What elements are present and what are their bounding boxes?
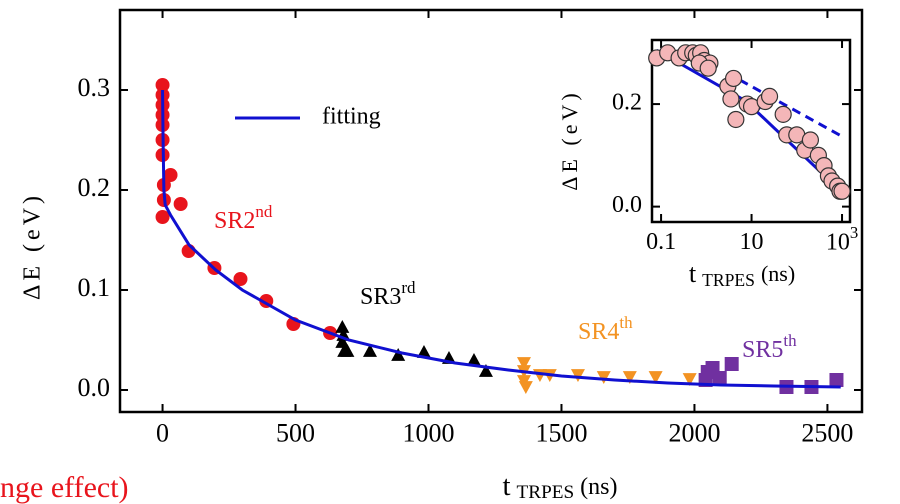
- annotation-text: SR5: [742, 337, 783, 363]
- data-point: [516, 357, 531, 371]
- data-point: [518, 381, 533, 395]
- data-point: [155, 78, 170, 92]
- y-tick-label: 0.3: [78, 73, 111, 102]
- data-point: [570, 369, 585, 383]
- x-axis-label: t TRPES (ns): [689, 258, 795, 290]
- fit-line: [739, 78, 846, 140]
- annotation-sup: rd: [401, 278, 416, 297]
- x-axis-label-unit: (ns): [580, 474, 617, 500]
- data-point: [833, 182, 851, 200]
- data-point: [335, 319, 350, 333]
- data-point: [727, 110, 745, 129]
- data-point: [173, 197, 188, 211]
- x-axis-label-unit: (ns): [761, 261, 795, 286]
- x-tick-label: 1000: [403, 418, 455, 447]
- data-point: [416, 344, 431, 358]
- data-point: [722, 90, 740, 108]
- annotation: SR5th: [742, 331, 797, 363]
- annotation-sup: th: [619, 313, 633, 332]
- fit-line: [161, 89, 841, 389]
- annotation: SR2nd: [214, 202, 273, 234]
- inset-background: [652, 40, 850, 222]
- annotation: SR3rd: [360, 278, 416, 310]
- x-tick-label: 0.1: [646, 229, 676, 255]
- x-tick-label: 1500: [535, 418, 587, 447]
- data-point: [163, 168, 178, 182]
- y-tick-label: 0.0: [78, 373, 111, 402]
- data-point: [335, 334, 350, 348]
- x-tick-label: 2500: [801, 418, 853, 447]
- data-point: [760, 87, 779, 105]
- data-point: [699, 59, 717, 77]
- y-tick-label: 0.2: [78, 173, 111, 202]
- annotation: SR4th: [578, 313, 633, 345]
- plot-frame: [118, 8, 864, 414]
- y-tick-label: 0.1: [78, 273, 111, 302]
- y-tick-label: 0.2: [612, 90, 642, 116]
- legend-label: fitting: [322, 104, 381, 130]
- x-tick-label-text: 10: [826, 229, 850, 255]
- data-point: [724, 69, 743, 88]
- y-axis-label: ΔE (eV): [20, 192, 46, 300]
- x-tick-label-sup: 3: [850, 223, 858, 242]
- x-tick-label: 0: [156, 418, 169, 447]
- data-point: [155, 210, 170, 224]
- y-axis-label: ΔE (eV): [557, 89, 582, 190]
- data-point: [391, 347, 406, 361]
- x-tick-label: 103: [826, 223, 858, 255]
- x-axis-label: t TRPES (ns): [503, 470, 618, 504]
- data-point: [774, 105, 792, 123]
- y-tick-label: 0.0: [612, 192, 642, 218]
- data-point: [801, 131, 820, 149]
- data-point: [712, 371, 727, 385]
- data-point: [622, 371, 637, 385]
- annotation-text: SR3: [360, 284, 401, 310]
- x-tick-label: 500: [276, 418, 315, 447]
- data-point: [340, 343, 355, 357]
- data-point: [466, 352, 481, 366]
- data-point: [362, 343, 377, 357]
- data-point: [648, 371, 663, 385]
- data-point: [478, 363, 493, 377]
- x-axis-label-main: t: [503, 470, 511, 502]
- footnote: nge effect): [0, 471, 129, 504]
- data-point: [829, 373, 844, 387]
- x-axis-label-sub: TRPES: [517, 482, 575, 503]
- x-tick-label: 2000: [668, 418, 720, 447]
- x-axis-label-sub: TRPES: [702, 270, 755, 290]
- data-point: [233, 272, 248, 286]
- data-point: [724, 357, 739, 371]
- annotation-sup: nd: [255, 202, 273, 221]
- annotation-text: SR4: [578, 319, 619, 345]
- annotation-sup: th: [783, 331, 797, 350]
- x-axis-label-main: t: [689, 258, 697, 288]
- data-point: [596, 371, 611, 385]
- x-tick-label: 10: [740, 229, 764, 255]
- annotation-text: SR2: [214, 208, 255, 234]
- data-point: [682, 373, 697, 387]
